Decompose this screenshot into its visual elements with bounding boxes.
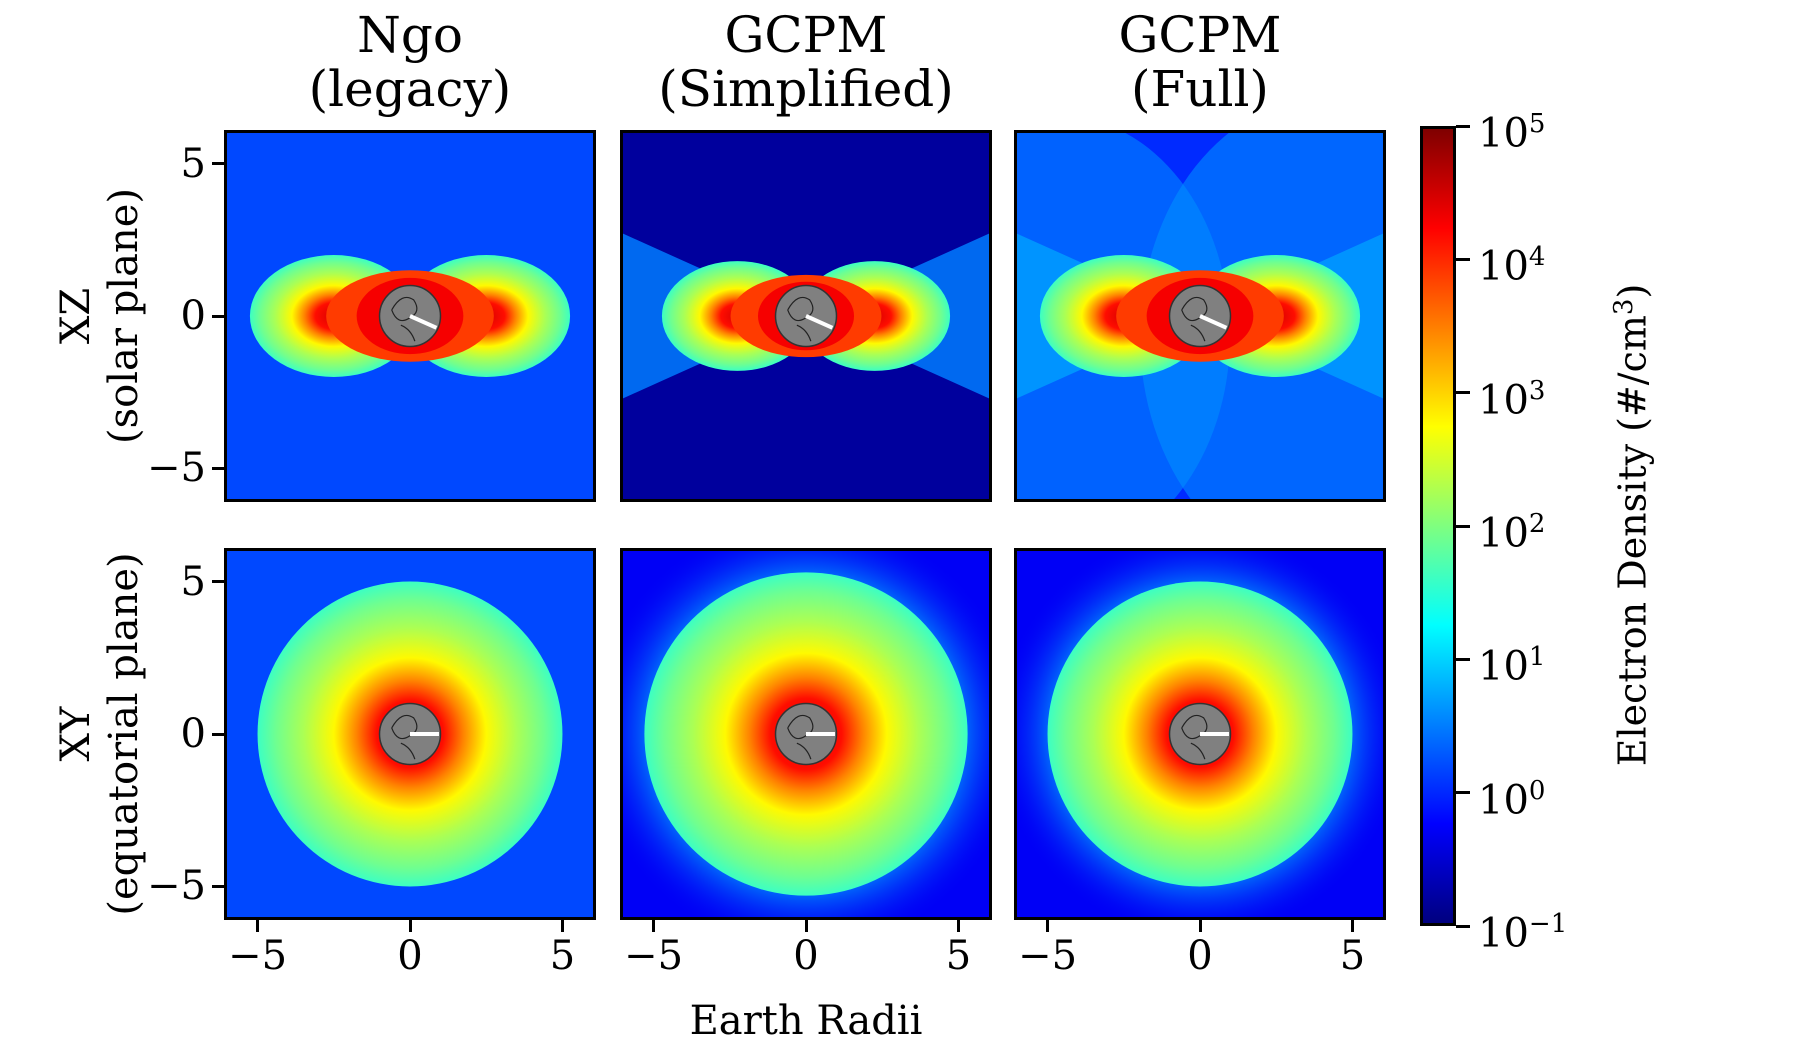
earth-coastlines [391, 296, 418, 342]
heatmap-panel-xz-3 [1014, 130, 1386, 502]
x-tick-label: −5 [228, 933, 288, 979]
y-tick-label: 0 [180, 711, 206, 757]
colorbar-tick [1456, 924, 1470, 928]
x-tick-label: −5 [1018, 933, 1078, 979]
x-tick-label: 0 [397, 933, 423, 979]
sun-direction-marker [1199, 314, 1228, 330]
sun-direction-marker [409, 314, 438, 330]
colorbar-tick-label: 102 [1478, 509, 1546, 557]
earth-coastlines [391, 714, 418, 760]
y-tick-label: 0 [180, 293, 206, 339]
x-tick [408, 920, 412, 932]
colorbar-tick [1456, 524, 1470, 528]
x-tick [1198, 920, 1202, 932]
y-tick [212, 732, 224, 736]
y-tick [212, 580, 224, 584]
y-tick-label: −5 [147, 863, 206, 910]
sun-direction-marker [805, 314, 834, 330]
x-tick [956, 920, 960, 932]
colorbar-tick [1456, 391, 1470, 395]
column-title-gcpm-simplified: GCPM (Simplified) [658, 6, 954, 118]
x-tick-label: 0 [793, 933, 819, 979]
earth-coastlines [787, 296, 814, 342]
x-tick-label: 5 [945, 933, 972, 979]
column-title-gcpm-full: GCPM (Full) [1118, 6, 1282, 118]
colorbar-tick-label: 104 [1478, 242, 1546, 290]
heatmap-panel-xy-2 [620, 548, 992, 920]
colorbar-tick-label: 100 [1478, 775, 1546, 823]
x-tick-label: 5 [1339, 933, 1366, 979]
colorbar-tick [1456, 257, 1470, 261]
heatmap-panel-xy-3 [1014, 548, 1386, 920]
x-tick [1350, 920, 1354, 932]
heatmap-panel-xz-2 [620, 130, 992, 502]
x-tick [1046, 920, 1050, 932]
y-tick-label: 5 [180, 140, 206, 187]
x-tick [256, 920, 260, 932]
y-tick [212, 162, 224, 166]
y-tick-label: 5 [180, 558, 206, 605]
x-axis-label: Earth Radii [689, 998, 923, 1044]
colorbar-tick-label: 105 [1478, 109, 1546, 157]
y-tick [212, 466, 224, 470]
colorbar-tick [1456, 124, 1470, 128]
colorbar [1420, 126, 1456, 926]
colorbar-label: Electron Density (#/cm3) [1609, 283, 1655, 767]
earth-coastlines [787, 714, 814, 760]
x-tick-label: 5 [549, 933, 576, 979]
colorbar-tick-label: 10−1 [1478, 909, 1568, 957]
x-tick [652, 920, 656, 932]
x-tick [560, 920, 564, 932]
colorbar-tick [1456, 657, 1470, 661]
x-tick [804, 920, 808, 932]
x-tick-label: −5 [624, 933, 684, 979]
heatmap-panel-xy-1 [224, 548, 596, 920]
y-tick-label: −5 [147, 445, 206, 492]
column-title-ngo: Ngo (legacy) [308, 6, 512, 118]
colorbar-tick-label: 101 [1478, 642, 1546, 690]
colorbar-tick-label: 103 [1478, 375, 1546, 423]
heatmap-panel-xz-1 [224, 130, 596, 502]
earth-coastlines [1181, 714, 1208, 760]
colorbar-tick [1456, 791, 1470, 795]
earth-coastlines [1181, 296, 1208, 342]
y-tick [212, 314, 224, 318]
y-tick [212, 884, 224, 888]
x-tick-label: 0 [1187, 933, 1213, 979]
